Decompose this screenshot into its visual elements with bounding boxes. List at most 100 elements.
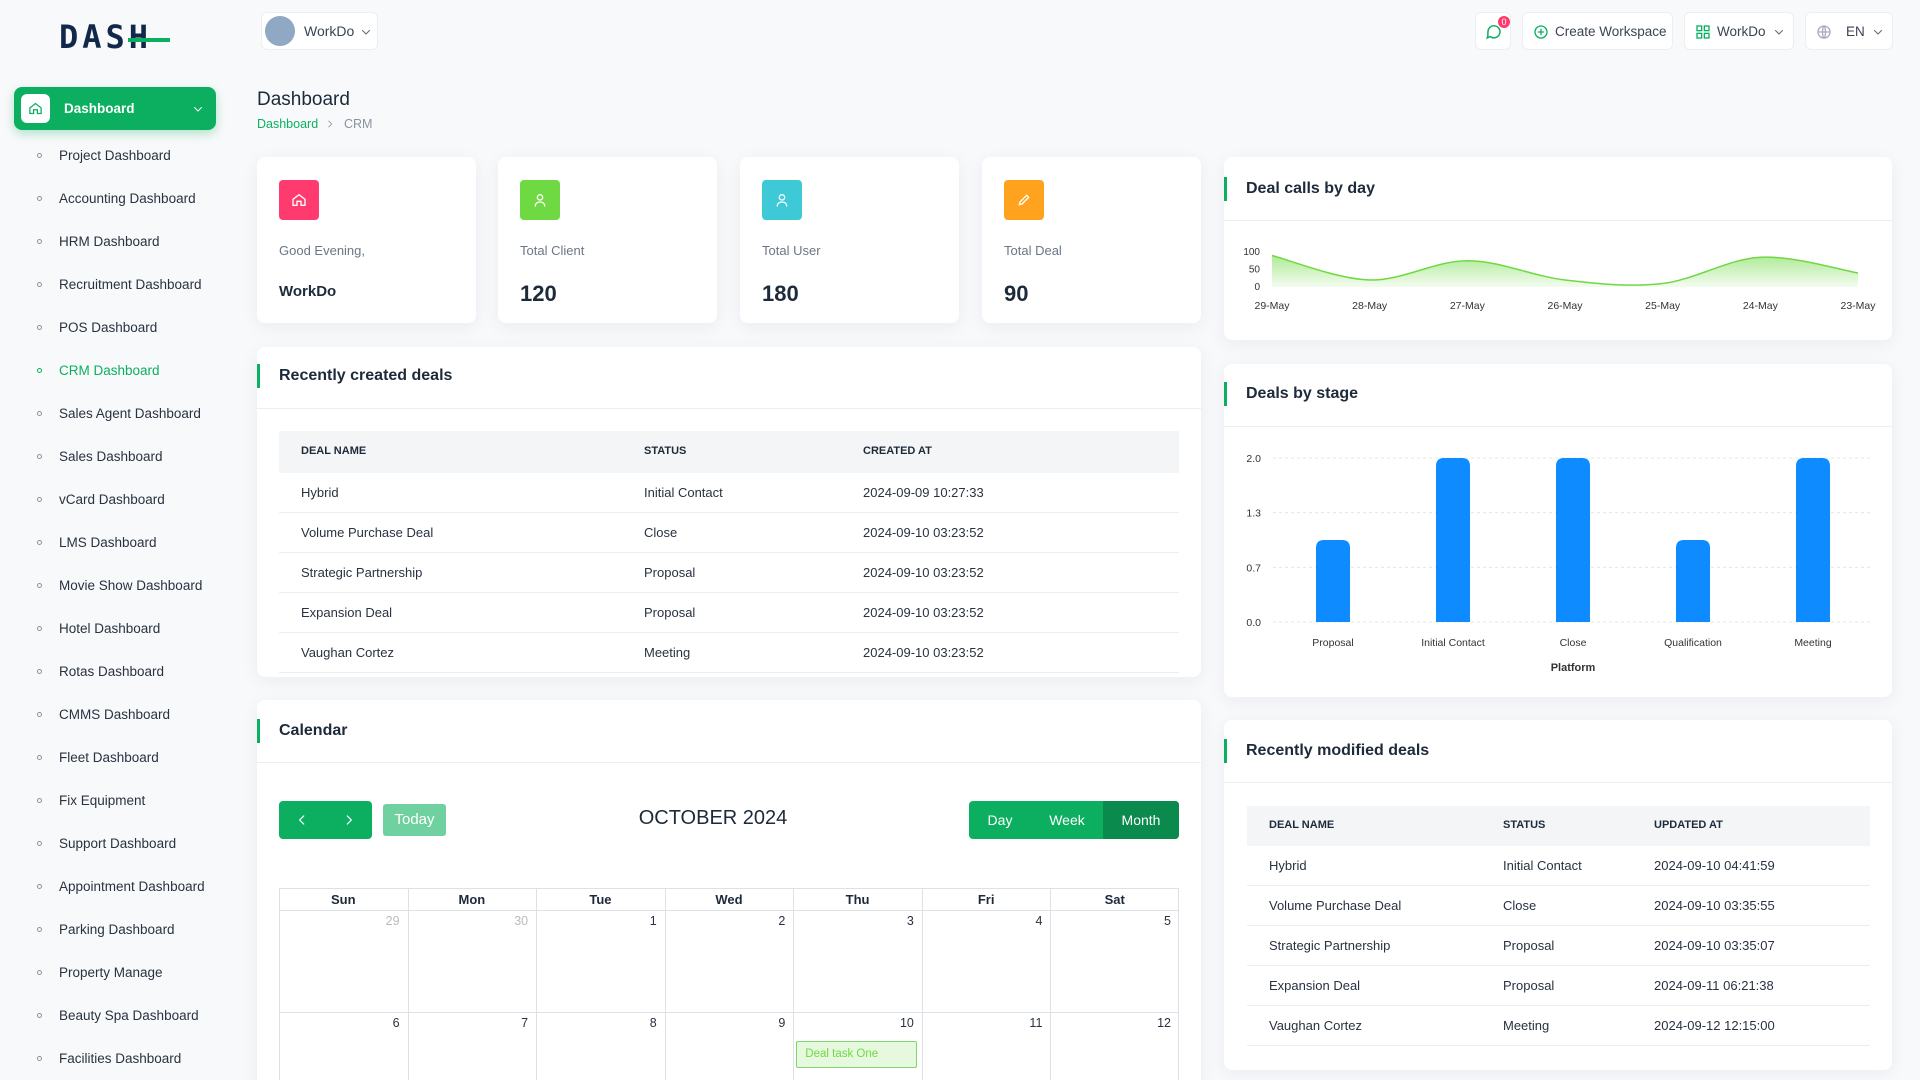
calendar-day[interactable]: 12 [1157,1016,1171,1030]
sidebar-dashboard-button[interactable]: Dashboard [14,87,216,130]
sidebar-item-label: LMS Dashboard [59,535,157,550]
workspace-selector[interactable]: WorkDo [261,12,378,50]
sidebar-item[interactable]: Rotas Dashboard [0,650,235,693]
icon-part [1534,25,1548,39]
icon-part [1703,25,1710,32]
sidebar-item[interactable]: Beauty Spa Dashboard [0,994,235,1037]
sidebar-item[interactable]: CRM Dashboard [0,349,235,392]
sidebar-menu: Project Dashboard Accounting Dashboard HRM… [0,134,235,1080]
table-cell: Proposal [644,605,696,620]
calendar-day[interactable]: 9 [778,1016,786,1030]
workspace-menu[interactable]: WorkDo [1684,12,1794,50]
table-cell: Vaughan Cortez [301,645,394,660]
sidebar-item[interactable]: Recruitment Dashboard [0,263,235,306]
sidebar-item[interactable]: Facilities Dashboard [0,1037,235,1080]
icon [328,120,333,128]
table-cell: 2024-09-10 04:41:59 [1654,858,1775,873]
card-title-accent [1224,739,1227,763]
calendar-grid-border [279,888,1179,1080]
sidebar-bullet [37,325,42,330]
sidebar-item[interactable]: Property Manage [0,951,235,994]
calendar-day[interactable]: 11 [1029,1016,1043,1030]
calendar-day[interactable]: 2 [778,914,786,928]
stat-value: 180 [762,281,799,306]
weekday-label: Fri [977,892,995,907]
icon [292,193,306,206]
breadcrumb-item: CRM [344,117,373,131]
sidebar-item[interactable]: Project Dashboard [0,134,235,177]
sidebar-item[interactable]: Movie Show Dashboard [0,564,235,607]
calendar-today[interactable]: Today [383,804,446,836]
sidebar-item[interactable]: Sales Dashboard [0,435,235,478]
table-row-divider [1247,1005,1870,1006]
sidebar-item[interactable]: POS Dashboard [0,306,235,349]
sidebar-dashboard-icon-bg [21,94,50,123]
sidebar-item[interactable]: Parking Dashboard [0,908,235,951]
sidebar-item[interactable]: Sales Agent Dashboard [0,392,235,435]
calendar-event[interactable]: Deal task One [796,1041,917,1068]
recent-created-card: Recently created deals DEAL NAME STATUS CRE… [257,347,1201,677]
card-title: Recently created deals [279,367,453,384]
table-header-cell: STATUS [1503,819,1546,831]
deals-by-stage-card: Deals by stage 0.0 0.7 1.3 2.0 Proposal Initia… [1224,364,1892,697]
calendar-views: Day Week Month [969,801,1179,839]
calendar-day[interactable]: 8 [649,1016,657,1030]
stat-label: Total Deal [1004,243,1062,258]
table-row-divider [279,592,1179,593]
table-cell: 2024-09-10 03:23:52 [863,525,984,540]
sidebar-item[interactable]: Fix Equipment [0,779,235,822]
language-menu[interactable]: EN [1805,12,1893,50]
icon-part [1537,28,1545,36]
bar [1796,458,1830,622]
sidebar-item-label: POS Dashboard [59,320,158,335]
sidebar-bullet [37,1056,42,1061]
sidebar-item-label: Property Manage [59,965,163,980]
calendar-day[interactable]: 10 [899,1016,914,1030]
icon-part [776,201,788,207]
y-tick-label: 100 [1243,247,1260,258]
sidebar-item[interactable]: Support Dashboard [0,822,235,865]
sidebar-item[interactable]: Appointment Dashboard [0,865,235,908]
sidebar-item[interactable]: CMMS Dashboard [0,693,235,736]
calendar-day[interactable]: 29 [385,914,400,928]
calendar-day[interactable]: 30 [514,914,529,928]
sidebar-item[interactable]: Hotel Dashboard [0,607,235,650]
calendar-day[interactable]: 5 [1164,914,1171,928]
card-title: Calendar [279,722,348,739]
calendar-day[interactable]: 7 [521,1016,529,1030]
stat-card: Good Evening, WorkDo [257,157,476,323]
sidebar-item-label: Facilities Dashboard [59,1051,182,1066]
calendar-view-button[interactable]: Month [1103,801,1179,839]
sidebar-item[interactable]: LMS Dashboard [0,521,235,564]
calendar-month: OCTOBER 2024 [638,807,788,829]
breadcrumb-item[interactable]: Dashboard [257,117,319,131]
table-cell: 2024-09-09 10:27:33 [863,485,984,500]
calendar-view-button[interactable]: Day [987,812,1013,828]
sidebar-item-label: Fix Equipment [59,793,146,808]
calendar-day[interactable]: 4 [1035,914,1043,928]
table-row-divider [1247,1045,1870,1046]
calendar-day[interactable]: 1 [649,914,657,928]
sidebar-item-label: Sales Agent Dashboard [59,406,201,421]
table-row-divider [1247,925,1870,926]
table-cell: 2024-09-12 12:15:00 [1654,1018,1775,1033]
notification-button[interactable]: 0 [1475,12,1511,50]
sidebar-item[interactable]: Fleet Dashboard [0,736,235,779]
create-workspace-button[interactable]: Create Workspace [1522,12,1673,50]
icon [298,815,305,825]
weekday-label: Mon [458,892,486,907]
y-tick-label: 50 [1249,265,1261,276]
x-tick-label: Meeting [1794,637,1832,649]
calendar-day[interactable]: 6 [392,1016,400,1030]
page-title: Dashboard [257,89,350,110]
calendar-day[interactable]: 3 [906,914,914,928]
icon-part [1018,194,1030,206]
bar-chart: 0.0 0.7 1.3 2.0 Proposal Initial Contact Close… [1246,453,1873,674]
sidebar-item[interactable]: HRM Dashboard [0,220,235,263]
sidebar-item[interactable]: Accounting Dashboard [0,177,235,220]
stat-card: Total Client 120 [498,157,717,323]
table-cell: Volume Purchase Deal [1269,898,1402,913]
sidebar-item[interactable]: vCard Dashboard [0,478,235,521]
y-tick-label: 1.3 [1246,508,1261,520]
calendar-view-button[interactable]: Week [1049,812,1085,828]
